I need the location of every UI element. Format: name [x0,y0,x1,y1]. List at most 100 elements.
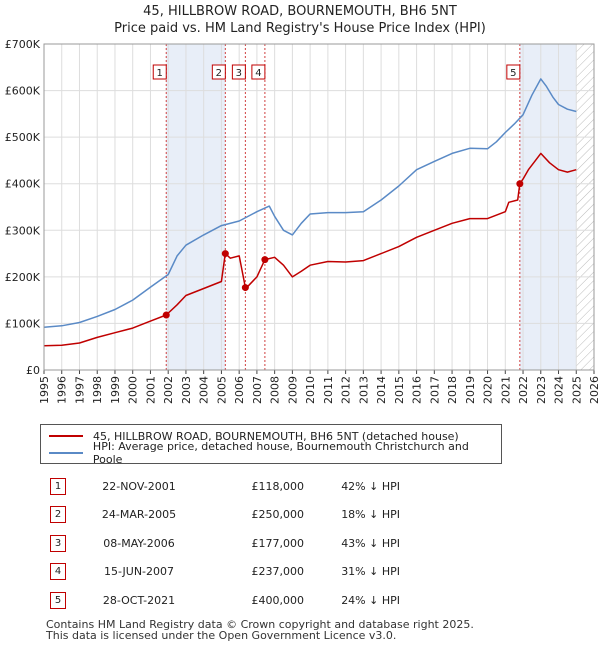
sales-table: 1 22-NOV-2001 £118,000 42% ↓ HPI 2 24-MAR-200… [42,472,400,615]
sale-price-cell: £237,000 [204,558,305,587]
sale-date: 22-NOV-2001 [102,479,176,493]
sale-hpi-diff-cell: 18% ↓ HPI [304,501,400,530]
x-tick-label: 1997 [73,376,86,404]
sale-price-cell: £250,000 [204,501,305,530]
x-tick-label: 2017 [428,376,441,404]
sale-hpi-diff: 42% ↓ HPI [341,479,400,493]
y-tick-label: £300K [5,224,41,237]
sale-date-cell: 22-NOV-2001 [74,472,204,501]
sale-date-cell: 24-MAR-2005 [74,501,204,530]
y-tick-label: £700K [5,38,41,51]
sale-hpi-diff-cell: 31% ↓ HPI [304,558,400,587]
x-tick-label: 2002 [162,376,175,404]
plot-background [44,44,594,370]
sale-price: £400,000 [251,593,305,607]
sale-badge-label-3: 3 [236,68,242,79]
sale-price: £177,000 [251,536,305,550]
x-tick-label: 1995 [38,376,51,404]
sale-hpi-diff-cell: 24% ↓ HPI [304,586,400,615]
price-chart: £0 £100K £200K £300K £400K £500K £600K £700K 199… [5,38,600,404]
sale-point-4 [261,256,269,264]
x-tick-label: 2024 [553,376,566,404]
footer-copyright: Contains HM Land Registry data © Crown c… [46,618,474,631]
sale-point-1 [162,311,170,319]
sale-badge-5 [506,64,521,80]
table-row: 1 22-NOV-2001 £118,000 42% ↓ HPI [42,472,400,501]
sale-date-cell: 08-MAY-2006 [74,529,204,558]
x-tick-label: 2026 [588,376,600,404]
forecast-hatch [576,44,594,370]
sale-date-cell: 15-JUN-2007 [74,558,204,587]
x-tick-label: 2003 [180,376,193,404]
y-tick-label: £200K [5,271,41,284]
sale-date: 08-MAY-2006 [103,536,175,550]
footer: Contains HM Land Registry data © Crown c… [46,619,474,641]
sale-hpi-diff: 43% ↓ HPI [341,536,400,550]
sale-id-badge: 4 [50,563,66,581]
sale-date: 24-MAR-2005 [101,508,177,522]
x-tick-label: 2019 [464,376,477,404]
sale-badge-2 [211,64,226,80]
legend-item-property: 45, HILLBROW ROAD, BOURNEMOUTH, BH6 5NT … [49,428,459,444]
x-tick-label: 1998 [91,376,104,404]
chart-title: 45, HILLBROW ROAD, BOURNEMOUTH, BH6 5NT [143,4,457,19]
sale-id-badge-cell: 3 [42,529,74,558]
y-tick-label: £600K [5,85,41,98]
sale-hpi-diff-cell: 43% ↓ HPI [304,529,400,558]
x-tick-label: 2009 [286,376,299,404]
chart-subtitle: Price paid vs. HM Land Registry's House … [114,21,486,36]
table-row: 4 15-JUN-2007 £237,000 31% ↓ HPI [42,558,400,587]
sale-date: 15-JUN-2007 [103,565,175,579]
table-row: 5 28-OCT-2021 £400,000 24% ↓ HPI [42,586,400,615]
series-line-hpi [43,78,577,328]
y-tick-label: £500K [5,131,41,144]
x-tick-label: 2005 [215,376,228,404]
x-tick-label: 2004 [198,376,211,404]
y-tick-label: £400K [5,178,41,191]
x-tick-label: 2006 [233,376,246,404]
x-tick-label: 2020 [482,376,495,404]
x-tick-label: 2011 [322,376,335,404]
sale-hpi-diff: 31% ↓ HPI [341,565,400,579]
sale-badge-1 [152,64,167,80]
sale-price: £250,000 [251,508,305,522]
sale-id-badge: 5 [50,591,66,609]
x-tick-label: 2018 [446,376,459,404]
sale-date: 28-OCT-2021 [102,593,176,607]
x-tick-label: 2000 [127,376,140,404]
table-row: 2 24-MAR-2005 £250,000 18% ↓ HPI [42,501,400,530]
legend-item-hpi: HPI: Average price, detached house, Bour… [49,440,501,466]
sale-price-cell: £177,000 [204,529,305,558]
x-tick-label: 2025 [570,376,583,404]
x-tick-label: 1999 [109,376,122,404]
x-tick-label: 2012 [340,376,353,404]
sale-badge-label-2: 2 [216,68,222,79]
legend-swatch-hpi [49,452,83,454]
x-tick-label: 2022 [517,376,530,404]
x-tick-label: 2015 [393,376,406,404]
sale-badge-label-1: 1 [157,68,163,79]
shaded-period-2 [519,44,577,370]
sale-badge-3 [231,64,246,80]
sale-price: £118,000 [251,479,305,493]
x-tick-label: 2001 [144,376,157,404]
sale-id-badge: 2 [50,506,66,524]
sale-id-badge-cell: 2 [42,501,74,530]
plot-frame [43,43,595,371]
sale-id-badge: 1 [50,477,66,495]
sale-hpi-diff: 24% ↓ HPI [341,593,400,607]
y-tick-label: £100K [5,317,41,330]
footer-licence: This data is licensed under the Open Gov… [46,629,397,642]
sale-price: £237,000 [251,565,305,579]
sale-point-2 [221,250,229,258]
sale-id-badge-cell: 5 [42,586,74,615]
x-tick-label: 2016 [411,376,424,404]
legend-swatch-property [49,435,83,437]
sale-id-badge-cell: 4 [42,558,74,587]
sale-price-cell: £400,000 [204,586,305,615]
legend-label-hpi: HPI: Average price, detached house, Bour… [92,440,469,466]
chart-legend: 45, HILLBROW ROAD, BOURNEMOUTH, BH6 5NT … [40,424,502,466]
x-tick-label: 1996 [56,376,69,404]
sale-badge-4 [251,64,266,80]
sale-badge-label-5: 5 [510,68,516,79]
